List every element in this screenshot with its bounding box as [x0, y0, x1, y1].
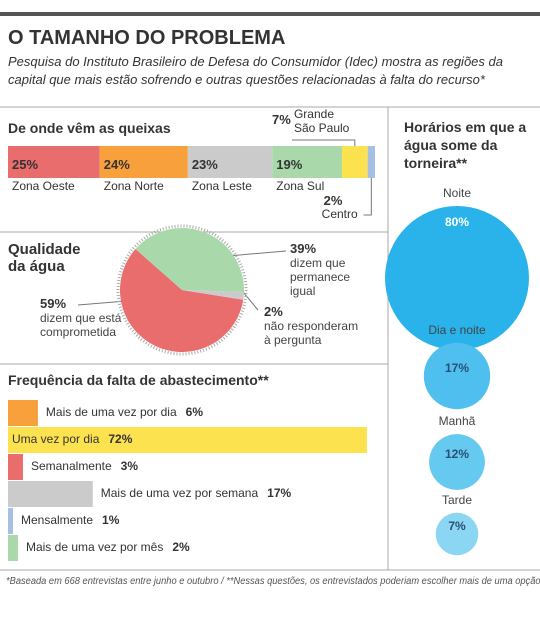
bar-label: Mais de uma vez por semana 17% [100, 486, 292, 501]
bar [8, 535, 18, 561]
value-label: 72% [108, 432, 133, 446]
category-label: Uma vez por dia [12, 432, 100, 446]
category-label: Mais de uma vez por semana [100, 486, 259, 500]
bar-label: Uma vez por dia 72% [12, 432, 133, 447]
category-label: Zona Leste [191, 179, 252, 193]
category-label: dizem que está comprometida [40, 311, 122, 339]
bar-label: Mensalmente 1% [20, 513, 120, 528]
leader-line [227, 250, 287, 257]
footnote: *Baseada em 668 entrevistas entre junho … [6, 576, 540, 587]
leader-line [242, 291, 259, 311]
chart-title: Qualidade da água [8, 241, 81, 276]
bubble [423, 342, 491, 410]
pie-rim [116, 224, 248, 356]
value-label: 1% [102, 513, 120, 527]
bar-label: Semanalmente 3% [30, 459, 139, 474]
bar [8, 427, 367, 453]
bubble [385, 206, 529, 350]
pie-slice [135, 227, 244, 292]
bar-segment [341, 146, 368, 178]
value-label: 6% [185, 405, 203, 419]
value-label: 17% [444, 361, 470, 375]
bar [8, 454, 23, 480]
bar-segment [187, 146, 273, 178]
category-label: Centro [321, 207, 358, 221]
category-label: Manhã [438, 414, 476, 429]
category-label: Zona Norte [103, 179, 164, 193]
value-label: 2% [172, 540, 190, 554]
value-label: 19% [276, 157, 303, 172]
value-label: 2% [264, 304, 283, 319]
value-label: 12% [444, 447, 470, 461]
category-label: Dia e noite [428, 322, 486, 337]
value-label: 80% [444, 215, 470, 229]
bar-segment [99, 146, 188, 178]
category-label: não responderam à pergunta [264, 319, 359, 347]
value-label: 2% [323, 193, 343, 208]
category-label: Zona Sul [276, 179, 325, 193]
leader-line [291, 139, 356, 146]
value-label: 17% [267, 486, 292, 500]
bar-segment [272, 146, 342, 178]
value-label: 7% [448, 519, 466, 533]
value-label: 39% [290, 241, 317, 256]
category-label: Semanalmente [30, 459, 112, 473]
pie-slice [120, 248, 244, 352]
value-label: 3% [120, 459, 139, 473]
category-label: Mensalmente [20, 513, 94, 527]
leader-line [363, 178, 372, 216]
chart-title: Frequência da falta de abastecimento** [8, 372, 269, 388]
bubble [435, 512, 479, 556]
category-label: dizem que permanece igual [290, 256, 351, 298]
subtitle: Pesquisa do Instituto Brasileiro de Defe… [8, 54, 503, 87]
value-label: 7% [271, 112, 291, 127]
bar-label: Mais de uma vez por dia 6% [45, 405, 203, 420]
category-label: Noite [442, 186, 471, 200]
bar-segment [8, 146, 100, 178]
bar-label: Mais de uma vez por mês 2% [25, 540, 190, 555]
bar-segment [367, 146, 375, 178]
value-label: 25% [12, 157, 39, 172]
bar [8, 481, 93, 507]
category-label: Mais de uma vez por dia [45, 405, 177, 419]
page-title: O TAMANHO DO PROBLEMA [8, 27, 286, 49]
chart-title: Horários em que a água some da torneira*… [404, 119, 527, 171]
category-label: Grande São Paulo [293, 107, 350, 135]
category-label: Zona Oeste [12, 179, 75, 193]
bubble [429, 434, 485, 490]
value-label: 23% [191, 157, 218, 172]
category-label: Mais de uma vez por mês [25, 540, 164, 554]
category-label: Tarde [441, 492, 473, 507]
top-rule [0, 12, 540, 16]
chart-title: De onde vêm as queixas [8, 120, 171, 136]
bar [8, 508, 13, 534]
value-label: 59% [40, 296, 67, 311]
bar [8, 400, 38, 426]
pie-slice [182, 290, 244, 300]
value-label: 24% [103, 157, 130, 172]
